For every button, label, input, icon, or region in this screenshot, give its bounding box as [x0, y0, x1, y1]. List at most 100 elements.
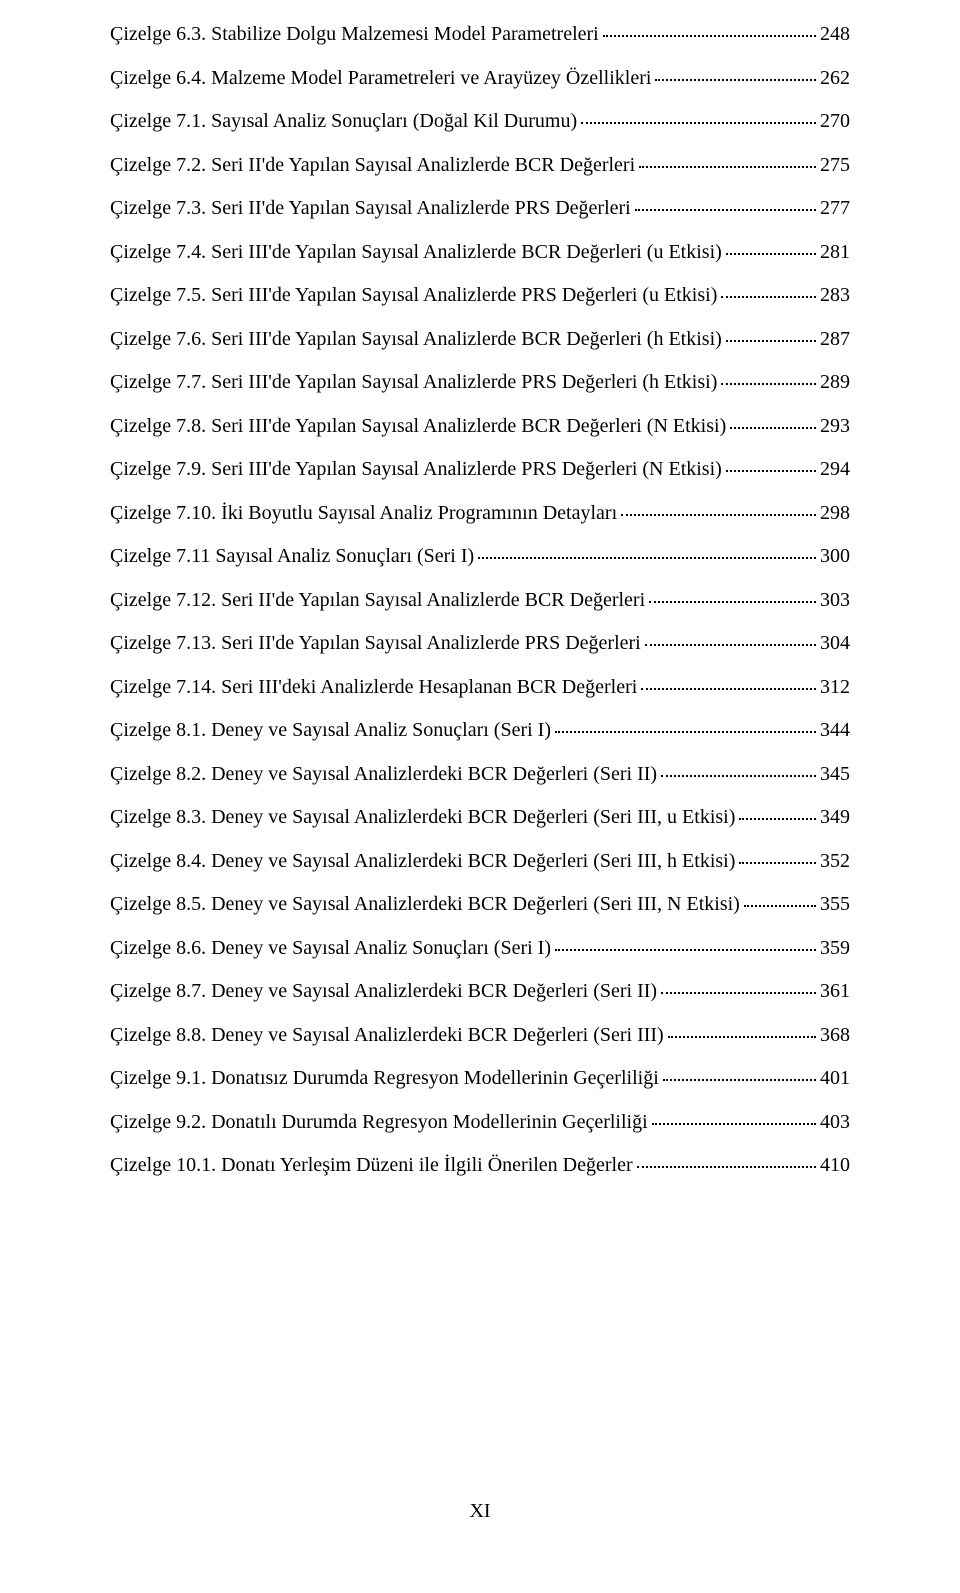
toc-leader-dots [555, 731, 816, 733]
toc-entry: Çizelge 7.8. Seri III'de Yapılan Sayısal… [110, 414, 850, 438]
toc-entry-label: Çizelge 8.8. Deney ve Sayısal Analizlerd… [110, 1023, 664, 1047]
toc-entry-label: Çizelge 8.2. Deney ve Sayısal Analizlerd… [110, 762, 657, 786]
toc-entry-label: Çizelge 7.3. Seri II'de Yapılan Sayısal … [110, 196, 631, 220]
toc-entry: Çizelge 8.2. Deney ve Sayısal Analizlerd… [110, 762, 850, 786]
toc-entry-page: 298 [820, 501, 850, 525]
toc-entry-label: Çizelge 9.1. Donatısız Durumda Regresyon… [110, 1066, 659, 1090]
toc-entry: Çizelge 7.10. İki Boyutlu Sayısal Analiz… [110, 501, 850, 525]
toc-entry-page: 277 [820, 196, 850, 220]
toc-entry-page: 294 [820, 457, 850, 481]
toc-entry: Çizelge 7.13. Seri II'de Yapılan Sayısal… [110, 631, 850, 655]
toc-leader-dots [637, 1166, 816, 1168]
toc-entry-page: 401 [820, 1066, 850, 1090]
toc-entry-label: Çizelge 7.1. Sayısal Analiz Sonuçları (D… [110, 109, 577, 133]
toc-entry-page: 359 [820, 936, 850, 960]
toc-leader-dots [739, 862, 816, 864]
toc-entry: Çizelge 7.1. Sayısal Analiz Sonuçları (D… [110, 109, 850, 133]
toc-leader-dots [649, 601, 816, 603]
toc-entry-label: Çizelge 7.4. Seri III'de Yapılan Sayısal… [110, 240, 722, 264]
toc-entry-label: Çizelge 7.14. Seri III'deki Analizlerde … [110, 675, 637, 699]
toc-entry-label: Çizelge 7.7. Seri III'de Yapılan Sayısal… [110, 370, 717, 394]
toc-entry-label: Çizelge 8.6. Deney ve Sayısal Analiz Son… [110, 936, 551, 960]
toc-entry: Çizelge 6.4. Malzeme Model Parametreleri… [110, 66, 850, 90]
toc-entry-label: Çizelge 6.3. Stabilize Dolgu Malzemesi M… [110, 22, 599, 46]
toc-entry-page: 293 [820, 414, 850, 438]
toc-entry: Çizelge 7.9. Seri III'de Yapılan Sayısal… [110, 457, 850, 481]
toc-entry-label: Çizelge 7.2. Seri II'de Yapılan Sayısal … [110, 153, 635, 177]
page-number-footer: XI [0, 1500, 960, 1523]
toc-entry-label: Çizelge 10.1. Donatı Yerleşim Düzeni ile… [110, 1153, 633, 1177]
toc-leader-dots [639, 166, 816, 168]
toc-entry-label: Çizelge 7.5. Seri III'de Yapılan Sayısal… [110, 283, 717, 307]
toc-entry-page: 287 [820, 327, 850, 351]
toc-entry-label: Çizelge 7.13. Seri II'de Yapılan Sayısal… [110, 631, 641, 655]
toc-entry: Çizelge 7.12. Seri II'de Yapılan Sayısal… [110, 588, 850, 612]
toc-entry-page: 281 [820, 240, 850, 264]
toc-entry-page: 270 [820, 109, 850, 133]
toc-entry-label: Çizelge 7.9. Seri III'de Yapılan Sayısal… [110, 457, 722, 481]
toc-leader-dots [581, 122, 816, 124]
toc-entry-label: Çizelge 7.12. Seri II'de Yapılan Sayısal… [110, 588, 645, 612]
toc-entry-label: Çizelge 7.6. Seri III'de Yapılan Sayısal… [110, 327, 722, 351]
toc-entry-page: 289 [820, 370, 850, 394]
toc-entry: Çizelge 7.3. Seri II'de Yapılan Sayısal … [110, 196, 850, 220]
toc-entry-label: Çizelge 8.7. Deney ve Sayısal Analizlerd… [110, 979, 657, 1003]
document-page: Çizelge 6.3. Stabilize Dolgu Malzemesi M… [0, 0, 960, 1593]
toc-entry: Çizelge 8.3. Deney ve Sayısal Analizlerd… [110, 805, 850, 829]
toc-entry: Çizelge 10.1. Donatı Yerleşim Düzeni ile… [110, 1153, 850, 1177]
toc-leader-dots [663, 1079, 816, 1081]
toc-leader-dots [661, 992, 816, 994]
toc-entry-page: 303 [820, 588, 850, 612]
toc-entry-label: Çizelge 9.2. Donatılı Durumda Regresyon … [110, 1110, 648, 1134]
toc-leader-dots [744, 905, 816, 907]
toc-leader-dots [668, 1036, 816, 1038]
toc-entry-page: 410 [820, 1153, 850, 1177]
toc-leader-dots [726, 253, 816, 255]
toc-leader-dots [641, 688, 816, 690]
toc-leader-dots [555, 949, 816, 951]
toc-entry: Çizelge 8.5. Deney ve Sayısal Analizlerd… [110, 892, 850, 916]
toc-entry: Çizelge 7.11 Sayısal Analiz Sonuçları (S… [110, 544, 850, 568]
toc-entry-label: Çizelge 8.3. Deney ve Sayısal Analizlerd… [110, 805, 735, 829]
toc-leader-dots [635, 209, 816, 211]
toc-entry-page: 361 [820, 979, 850, 1003]
toc-entry: Çizelge 6.3. Stabilize Dolgu Malzemesi M… [110, 22, 850, 46]
toc-leader-dots [726, 470, 816, 472]
toc-entry-label: Çizelge 6.4. Malzeme Model Parametreleri… [110, 66, 651, 90]
toc-entry: Çizelge 7.2. Seri II'de Yapılan Sayısal … [110, 153, 850, 177]
toc-entry-label: Çizelge 8.5. Deney ve Sayısal Analizlerd… [110, 892, 740, 916]
toc-entry-page: 355 [820, 892, 850, 916]
toc-entry-page: 352 [820, 849, 850, 873]
toc-entry-label: Çizelge 7.11 Sayısal Analiz Sonuçları (S… [110, 544, 474, 568]
toc-entry: Çizelge 7.5. Seri III'de Yapılan Sayısal… [110, 283, 850, 307]
toc-leader-dots [721, 296, 816, 298]
toc-entry-page: 248 [820, 22, 850, 46]
toc-leader-dots [730, 427, 816, 429]
toc-entry-page: 304 [820, 631, 850, 655]
toc-leader-dots [726, 340, 816, 342]
toc-entry-label: Çizelge 8.4. Deney ve Sayısal Analizlerd… [110, 849, 735, 873]
toc-leader-dots [661, 775, 816, 777]
toc-entry: Çizelge 8.1. Deney ve Sayısal Analiz Son… [110, 718, 850, 742]
toc-entry-page: 283 [820, 283, 850, 307]
toc-entry-page: 262 [820, 66, 850, 90]
toc-leader-dots [739, 818, 816, 820]
toc-entry-page: 275 [820, 153, 850, 177]
toc-list: Çizelge 6.3. Stabilize Dolgu Malzemesi M… [110, 0, 850, 1177]
toc-leader-dots [652, 1123, 816, 1125]
toc-leader-dots [721, 383, 816, 385]
toc-entry-page: 300 [820, 544, 850, 568]
toc-leader-dots [603, 35, 816, 37]
toc-leader-dots [655, 79, 816, 81]
toc-entry: Çizelge 9.1. Donatısız Durumda Regresyon… [110, 1066, 850, 1090]
toc-entry-label: Çizelge 7.8. Seri III'de Yapılan Sayısal… [110, 414, 726, 438]
toc-entry-label: Çizelge 7.10. İki Boyutlu Sayısal Analiz… [110, 501, 617, 525]
toc-entry: Çizelge 9.2. Donatılı Durumda Regresyon … [110, 1110, 850, 1134]
toc-entry: Çizelge 7.6. Seri III'de Yapılan Sayısal… [110, 327, 850, 351]
toc-entry-page: 403 [820, 1110, 850, 1134]
toc-leader-dots [621, 514, 816, 516]
toc-leader-dots [478, 557, 816, 559]
toc-entry: Çizelge 8.8. Deney ve Sayısal Analizlerd… [110, 1023, 850, 1047]
toc-entry: Çizelge 8.7. Deney ve Sayısal Analizlerd… [110, 979, 850, 1003]
toc-entry-page: 368 [820, 1023, 850, 1047]
